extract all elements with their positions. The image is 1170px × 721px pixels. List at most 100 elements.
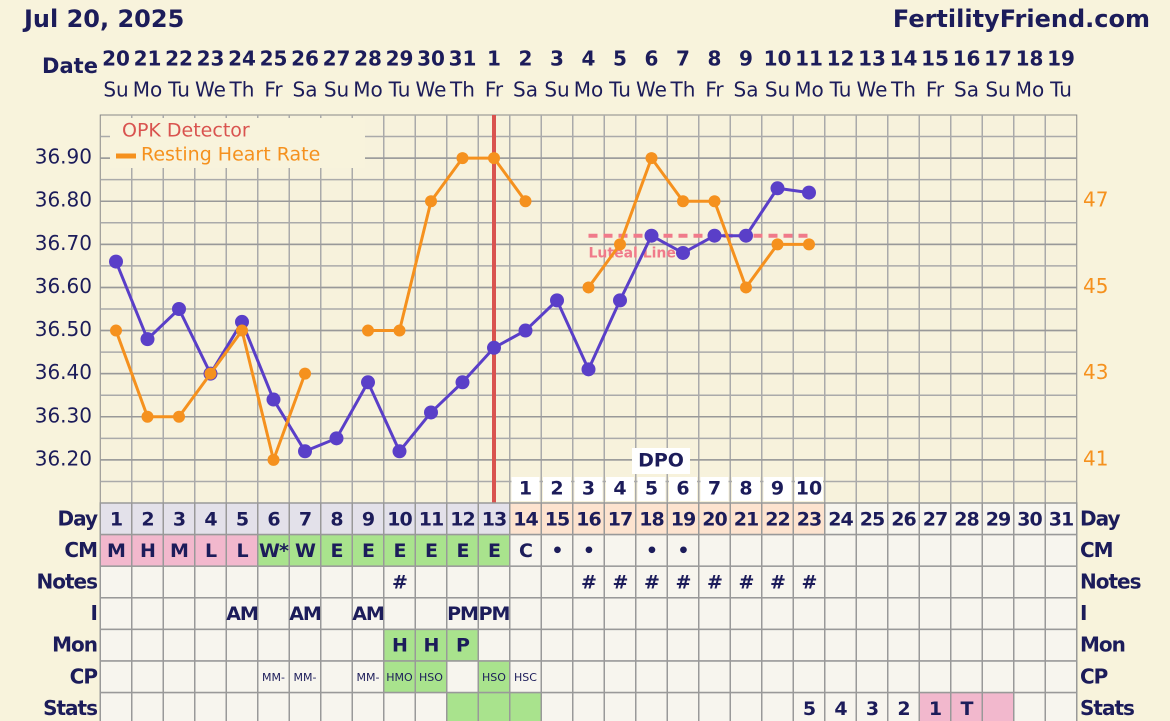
cell-text: W* bbox=[259, 540, 289, 562]
table-cell bbox=[446, 597, 479, 631]
data-point bbox=[802, 185, 816, 200]
chart-date: Jul 20, 2025 bbox=[22, 5, 184, 33]
weekday-label: Su bbox=[324, 78, 349, 102]
table-cell bbox=[351, 660, 385, 694]
data-point bbox=[739, 228, 753, 243]
table-cell bbox=[414, 565, 448, 599]
cell-text: E bbox=[488, 540, 500, 562]
table-cell bbox=[729, 691, 763, 721]
table-cell bbox=[792, 660, 826, 694]
table-cell bbox=[950, 565, 983, 599]
cell-text: MM- bbox=[357, 671, 380, 684]
table-cell bbox=[950, 691, 983, 721]
row-label: Mon bbox=[52, 633, 97, 657]
cell-text: • bbox=[646, 540, 657, 562]
table-cell bbox=[225, 628, 259, 662]
table-cell bbox=[855, 533, 889, 567]
data-point bbox=[204, 367, 217, 380]
data-point bbox=[266, 392, 281, 407]
cell-text: # bbox=[581, 572, 596, 594]
data-point bbox=[299, 367, 311, 380]
date-label: 3 bbox=[550, 47, 564, 71]
table-cell bbox=[351, 533, 385, 567]
row-label: CM bbox=[1080, 538, 1113, 562]
cell-text: 21 bbox=[734, 508, 758, 530]
table-cell bbox=[824, 533, 857, 567]
data-point bbox=[140, 332, 155, 347]
table-cell bbox=[194, 533, 227, 567]
table-cell bbox=[918, 565, 952, 599]
date-label: 1 bbox=[487, 47, 501, 71]
cell-text: 17 bbox=[608, 508, 632, 530]
dpo-bg bbox=[574, 477, 603, 501]
row-label: CP bbox=[1080, 664, 1108, 688]
cell-text: 22 bbox=[765, 508, 789, 530]
table-cell bbox=[1044, 660, 1078, 694]
table-cell bbox=[383, 502, 416, 536]
data-point bbox=[803, 238, 815, 251]
table-cell bbox=[1013, 660, 1046, 694]
data-point bbox=[707, 228, 722, 243]
date-label: 8 bbox=[708, 47, 722, 71]
date-label: 9 bbox=[739, 47, 753, 71]
dpo-bg bbox=[543, 477, 571, 501]
table-cell bbox=[509, 660, 542, 694]
weekday-label: Fr bbox=[705, 78, 724, 102]
table-cell bbox=[320, 565, 353, 599]
date-label: 26 bbox=[291, 47, 319, 71]
cell-text: • bbox=[677, 540, 688, 562]
weekday-label: Mo bbox=[794, 78, 824, 102]
data-point bbox=[740, 281, 752, 294]
table-cell bbox=[446, 533, 479, 567]
cell-text: AM bbox=[289, 603, 321, 625]
data-point bbox=[424, 405, 438, 420]
dpo-label: 7 bbox=[708, 478, 721, 500]
table-cell bbox=[981, 533, 1015, 567]
row-label: CM bbox=[64, 538, 97, 562]
data-point bbox=[267, 453, 280, 466]
table-cell bbox=[477, 502, 511, 536]
dpo-bg bbox=[795, 477, 823, 501]
table-cell bbox=[603, 533, 637, 567]
cell-text: MM- bbox=[262, 671, 285, 684]
weekday-label: Su bbox=[103, 78, 128, 102]
weekday-label: Fr bbox=[485, 78, 504, 102]
table-cell bbox=[950, 628, 983, 662]
table-cell bbox=[918, 628, 952, 662]
weekday-label: Tu bbox=[1049, 78, 1072, 102]
data-point bbox=[677, 195, 689, 208]
table-cell bbox=[540, 565, 574, 599]
table-cell bbox=[855, 597, 889, 631]
cell-text: 1 bbox=[929, 698, 941, 720]
row-label: CP bbox=[70, 664, 98, 688]
y2-tick-label: 47 bbox=[1083, 188, 1108, 212]
weekday-label: Sa bbox=[293, 78, 318, 102]
table-cell bbox=[446, 565, 479, 599]
table-cell bbox=[477, 628, 511, 662]
data-point bbox=[770, 181, 785, 196]
cell-text: E bbox=[425, 540, 437, 562]
table-cell bbox=[414, 502, 448, 536]
table-cell bbox=[225, 660, 259, 694]
data-point bbox=[236, 324, 248, 337]
cell-text: 13 bbox=[482, 508, 506, 530]
table-cell bbox=[131, 660, 164, 694]
table-cell bbox=[351, 502, 385, 536]
table-cell bbox=[383, 660, 416, 694]
cell-text: AM bbox=[226, 603, 258, 625]
table-cell bbox=[162, 502, 196, 536]
cell-text: 8 bbox=[330, 508, 343, 530]
table-cell bbox=[666, 628, 700, 662]
cell-text: E bbox=[394, 540, 406, 562]
cell-text: P bbox=[456, 635, 470, 657]
cell-text: 7 bbox=[299, 508, 311, 530]
cell-text: 24 bbox=[828, 508, 853, 530]
table-cell bbox=[792, 502, 826, 536]
cell-text: M bbox=[170, 540, 188, 562]
data-point bbox=[581, 362, 596, 377]
table-cell bbox=[540, 660, 574, 694]
cell-text: H bbox=[392, 635, 407, 657]
table-cell bbox=[351, 565, 385, 599]
y-tick-label: 36.30 bbox=[35, 403, 92, 427]
cell-text: T bbox=[961, 698, 974, 720]
